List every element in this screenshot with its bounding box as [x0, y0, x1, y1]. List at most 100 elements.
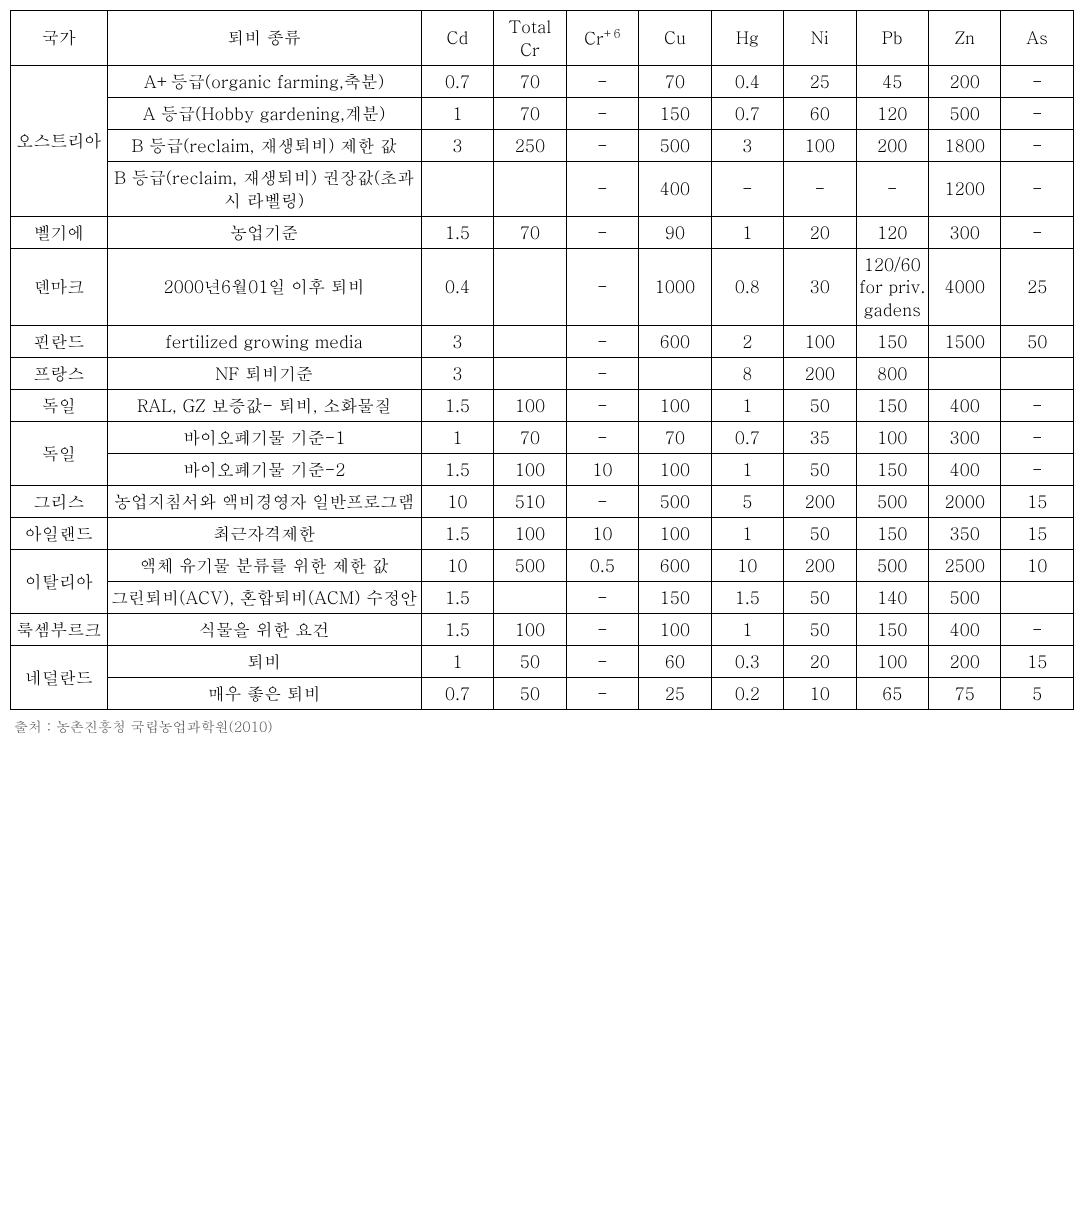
value-cell: 50 — [784, 613, 856, 645]
value-cell: 1800 — [928, 129, 1000, 161]
country-cell: 독일 — [11, 390, 108, 422]
type-cell: RAL, GZ 보증값- 퇴비, 소화물질 — [107, 390, 421, 422]
table-row: 그리스 농업지침서와 액비경영자 일반프로그램 10 510 - 500 5 2… — [11, 486, 1074, 518]
value-cell: 400 — [928, 390, 1000, 422]
value-cell: 1.5 — [421, 517, 493, 549]
value-cell: 510 — [494, 486, 566, 518]
value-cell: - — [1001, 97, 1074, 129]
type-cell: 바이오폐기물 기준-2 — [107, 454, 421, 486]
header-cr6: Cr+6 — [566, 11, 638, 66]
type-cell: 바이오폐기물 기준-1 — [107, 422, 421, 454]
value-cell: - — [566, 248, 638, 326]
value-cell — [1001, 358, 1074, 390]
value-cell: 0.8 — [711, 248, 783, 326]
value-cell — [928, 358, 1000, 390]
value-cell: - — [566, 677, 638, 709]
value-cell: - — [566, 216, 638, 248]
value-cell: 100 — [494, 613, 566, 645]
table-row: 바이오폐기물 기준-2 1.5 100 10 100 1 50 150 400 … — [11, 454, 1074, 486]
value-cell: 25 — [1001, 248, 1074, 326]
value-cell: 0.3 — [711, 645, 783, 677]
value-cell: 50 — [494, 645, 566, 677]
table-row: 매우 좋은 퇴비 0.7 50 - 25 0.2 10 65 75 5 — [11, 677, 1074, 709]
value-cell: - — [1001, 216, 1074, 248]
type-cell: B 등급(reclaim, 재생퇴비) 권장값(초과시 라벨링) — [107, 161, 421, 216]
value-cell: - — [1001, 129, 1074, 161]
value-cell: 100 — [639, 613, 711, 645]
value-cell: 400 — [928, 454, 1000, 486]
value-cell: 1 — [711, 216, 783, 248]
value-cell: 100 — [639, 517, 711, 549]
value-cell: 25 — [639, 677, 711, 709]
value-cell: 100 — [856, 422, 928, 454]
value-cell: 0.7 — [711, 422, 783, 454]
value-cell: 25 — [784, 65, 856, 97]
value-cell: 350 — [928, 517, 1000, 549]
value-cell: 100 — [494, 517, 566, 549]
table-row: 룩셈부르크 식물을 위한 요건 1.5 100 - 100 1 50 150 4… — [11, 613, 1074, 645]
value-cell: 0.2 — [711, 677, 783, 709]
value-cell — [494, 326, 566, 358]
value-cell: 200 — [784, 486, 856, 518]
value-cell — [494, 581, 566, 613]
value-cell: - — [566, 129, 638, 161]
value-cell: 10 — [421, 549, 493, 581]
value-cell: - — [566, 581, 638, 613]
value-cell: - — [1001, 454, 1074, 486]
type-cell: 식물을 위한 요건 — [107, 613, 421, 645]
value-cell: 2500 — [928, 549, 1000, 581]
value-cell: 400 — [928, 613, 1000, 645]
value-cell: 100 — [494, 390, 566, 422]
value-cell: 20 — [784, 216, 856, 248]
country-cell: 프랑스 — [11, 358, 108, 390]
type-cell: 액체 유기물 분류를 위한 제한 값 — [107, 549, 421, 581]
value-cell: 500 — [928, 581, 1000, 613]
value-cell: 15 — [1001, 517, 1074, 549]
value-cell: 2000 — [928, 486, 1000, 518]
value-cell: 0.5 — [566, 549, 638, 581]
value-cell: 200 — [928, 65, 1000, 97]
table-row: B 등급(reclaim, 재생퇴비) 권장값(초과시 라벨링) - 400 -… — [11, 161, 1074, 216]
value-cell: 50 — [784, 454, 856, 486]
value-cell: 100 — [856, 645, 928, 677]
value-cell: 70 — [494, 422, 566, 454]
value-cell: 1000 — [639, 248, 711, 326]
value-cell: 100 — [639, 454, 711, 486]
type-cell: 농업지침서와 액비경영자 일반프로그램 — [107, 486, 421, 518]
value-cell: 35 — [784, 422, 856, 454]
value-cell: 1.5 — [421, 390, 493, 422]
header-hg: Hg — [711, 11, 783, 66]
value-cell: 0.7 — [421, 65, 493, 97]
value-cell — [494, 358, 566, 390]
table-row: 네덜란드 퇴비 1 50 - 60 0.3 20 100 200 15 — [11, 645, 1074, 677]
value-cell: - — [566, 422, 638, 454]
type-cell: B 등급(reclaim, 재생퇴비) 제한 값 — [107, 129, 421, 161]
value-cell: 1 — [711, 390, 783, 422]
value-cell: 120/60 for priv. gadens — [856, 248, 928, 326]
value-cell: 70 — [639, 422, 711, 454]
header-ni: Ni — [784, 11, 856, 66]
value-cell: 600 — [639, 326, 711, 358]
value-cell: - — [1001, 613, 1074, 645]
value-cell: 1 — [421, 645, 493, 677]
table-row: 덴마크 2000년6월01일 이후 퇴비 0.4 - 1000 0.8 30 1… — [11, 248, 1074, 326]
value-cell: - — [784, 161, 856, 216]
table-row: 프랑스 NF 퇴비기준 3 - 8 200 800 — [11, 358, 1074, 390]
value-cell: 500 — [856, 549, 928, 581]
table-row: B 등급(reclaim, 재생퇴비) 제한 값 3 250 - 500 3 1… — [11, 129, 1074, 161]
value-cell: 5 — [1001, 677, 1074, 709]
type-cell: 2000년6월01일 이후 퇴비 — [107, 248, 421, 326]
value-cell: - — [566, 486, 638, 518]
type-cell: 퇴비 — [107, 645, 421, 677]
value-cell: 500 — [494, 549, 566, 581]
table-row: 아일랜드 최근자격제한 1.5 100 10 100 1 50 150 350 … — [11, 517, 1074, 549]
value-cell: 8 — [711, 358, 783, 390]
value-cell: 1500 — [928, 326, 1000, 358]
value-cell: 70 — [639, 65, 711, 97]
value-cell: 3 — [421, 358, 493, 390]
type-cell: 그린퇴비(ACV), 혼합퇴비(ACM) 수정안 — [107, 581, 421, 613]
header-zn: Zn — [928, 11, 1000, 66]
value-cell: 500 — [928, 97, 1000, 129]
value-cell: 0.7 — [711, 97, 783, 129]
value-cell: 0.4 — [421, 248, 493, 326]
